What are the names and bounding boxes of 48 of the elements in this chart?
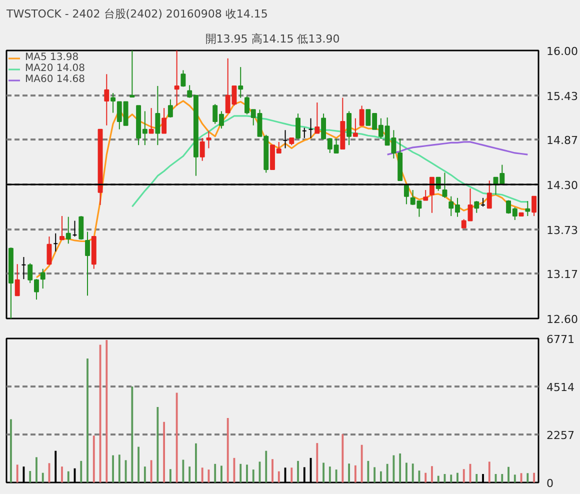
candlestick [180,70,186,88]
candlestick [429,176,434,214]
candlestick [238,66,244,98]
candlestick [474,200,480,214]
candlestick [110,92,116,114]
candlestick [130,50,135,98]
candlestick [296,113,300,140]
candlestick [206,130,212,149]
candlestick [66,216,71,244]
y-tick-label: 14.30 [546,179,578,192]
candlestick [423,190,428,201]
candlestick [359,105,364,126]
candlestick [442,172,448,198]
y-tick-label: 4514 [546,381,574,394]
candlestick [148,108,154,134]
candlestick [78,216,84,240]
y-tick-label: 6771 [546,333,574,346]
candlestick [104,74,110,126]
candlestick [346,110,352,146]
y-tick-label: 13.73 [546,224,578,237]
candlestick [200,137,205,162]
y-tick-label: 13.17 [546,268,578,282]
y-tick-label: 12.60 [546,313,578,326]
candlestick [404,184,409,205]
candlestick [155,85,160,146]
candlestick [40,268,46,290]
candlestick [60,216,64,240]
candlestick [168,98,173,118]
candlestick [532,196,537,217]
y-tick-label: 2257 [546,429,574,442]
legend-label: MA5 13.98 [25,52,79,63]
candlestick [162,108,167,134]
y-tick-label: 14.87 [546,134,578,148]
candlestick [525,200,530,217]
chart-subtitle: 開13.95 高14.15 低13.90 [205,32,340,46]
candlestick [46,236,52,266]
candlestick [85,231,90,296]
chart-title: TWSTOCK - 2402 台股(2402) 20160908 收14.15 [6,8,268,20]
legend-label: MA60 14.68 [25,74,85,85]
candlestick [352,118,358,137]
candlestick [486,180,492,209]
y-tick-label: 0 [546,477,554,490]
y-tick-label: 16.00 [546,45,578,58]
candlestick [314,102,320,134]
y-tick-label: 15.43 [546,90,578,103]
candlestick [14,264,20,296]
candlestick [174,50,180,106]
legend-label: MA20 14.08 [25,63,85,74]
